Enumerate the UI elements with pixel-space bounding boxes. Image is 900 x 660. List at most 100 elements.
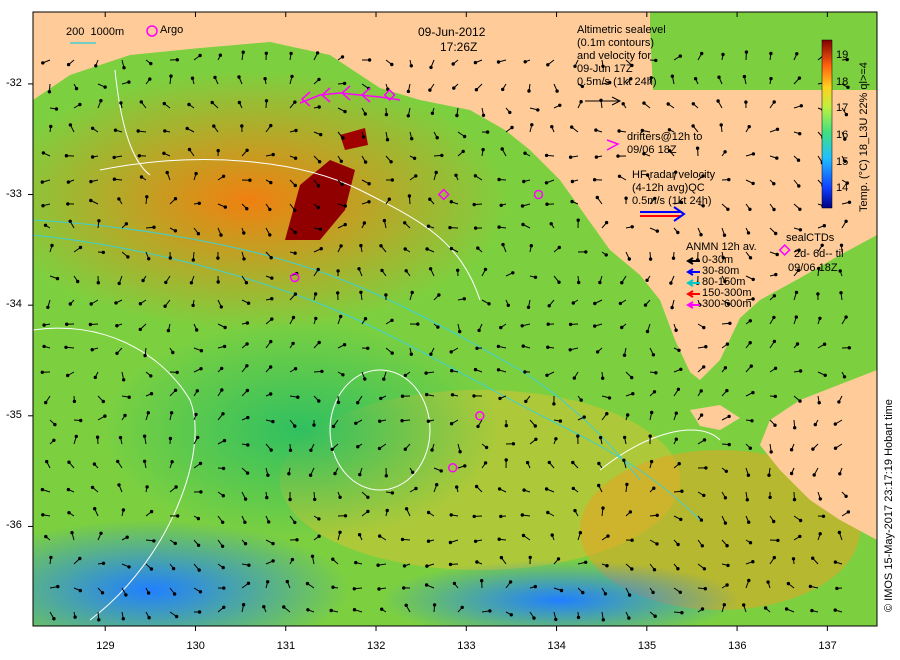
velocity-vector-head bbox=[747, 125, 751, 129]
velocity-vector-head bbox=[317, 534, 321, 538]
velocity-vector-head bbox=[607, 396, 612, 400]
velocity-vector-head bbox=[66, 487, 71, 492]
velocity-vector-head bbox=[185, 126, 189, 131]
velocity-vector-head bbox=[220, 366, 224, 371]
velocity-vector-head bbox=[387, 197, 391, 201]
velocity-vector-head bbox=[43, 223, 48, 228]
velocity-vector-head bbox=[390, 491, 395, 495]
velocity-vector-head bbox=[751, 390, 755, 395]
velocity-vector-head bbox=[121, 617, 126, 621]
velocity-vector-head bbox=[497, 225, 501, 229]
velocity-vector-head bbox=[817, 266, 821, 271]
velocity-vector-head bbox=[719, 123, 723, 127]
velocity-vector-head bbox=[630, 225, 634, 229]
velocity-vector-head bbox=[68, 219, 72, 224]
velocity-vector-head bbox=[410, 137, 414, 141]
velocity-vector-head bbox=[269, 392, 273, 396]
velocity-vector-head bbox=[237, 75, 241, 79]
velocity-vector-head bbox=[573, 508, 577, 513]
longitude-tick-label: 134 bbox=[547, 640, 566, 652]
velocity-vector-head bbox=[175, 58, 180, 62]
velocity-vector-head bbox=[795, 52, 799, 56]
velocity-vector-head bbox=[552, 402, 556, 406]
velocity-vector-head bbox=[90, 126, 95, 131]
velocity-vector-head bbox=[341, 373, 345, 377]
colorbar-title: Temp. (°C) 18_L3U 22% ql>=4 bbox=[858, 62, 870, 212]
velocity-vector-head bbox=[547, 460, 551, 465]
velocity-vector-head bbox=[198, 461, 203, 466]
velocity-vector-head bbox=[101, 250, 106, 255]
velocity-vector-head bbox=[595, 195, 599, 200]
velocity-vector-head bbox=[357, 267, 361, 271]
velocity-vector-head bbox=[546, 345, 550, 349]
velocity-vector-head bbox=[44, 400, 48, 405]
velocity-vector-head bbox=[56, 584, 60, 589]
velocity-vector-head bbox=[550, 533, 554, 537]
velocity-vector-head bbox=[620, 281, 624, 285]
velocity-vector-head bbox=[113, 128, 118, 132]
velocity-vector-head bbox=[245, 342, 249, 346]
velocity-vector-head bbox=[390, 318, 394, 322]
velocity-vector-head bbox=[799, 104, 803, 108]
velocity-vector-head bbox=[627, 257, 631, 261]
velocity-vector-head bbox=[199, 349, 204, 353]
sealctd-legend-title: sealCTDs bbox=[786, 232, 835, 244]
velocity-vector-head bbox=[525, 460, 530, 465]
velocity-vector-head bbox=[592, 178, 597, 182]
velocity-vector-head bbox=[473, 226, 478, 230]
velocity-vector-head bbox=[112, 177, 117, 181]
velocity-vector-head bbox=[455, 113, 459, 118]
velocity-vector-head bbox=[797, 248, 801, 252]
velocity-vector-head bbox=[149, 567, 154, 571]
velocity-vector-head bbox=[554, 617, 558, 622]
velocity-vector-head bbox=[796, 268, 801, 272]
velocity-vector-head bbox=[724, 469, 728, 473]
velocity-vector-head bbox=[544, 487, 549, 491]
velocity-vector-head bbox=[197, 201, 202, 206]
velocity-vector-head bbox=[358, 472, 362, 477]
velocity-vector-head bbox=[248, 178, 252, 182]
velocity-vector-head bbox=[320, 369, 324, 374]
axis-ticks bbox=[28, 12, 828, 631]
velocity-vector-head bbox=[436, 325, 440, 329]
velocity-vector-head bbox=[400, 394, 405, 398]
velocity-vector-head bbox=[772, 294, 777, 298]
velocity-vector-head bbox=[509, 613, 513, 617]
velocity-vector-head bbox=[544, 181, 549, 185]
velocity-vector-head bbox=[497, 537, 501, 541]
velocity-vector-head bbox=[726, 207, 730, 212]
velocity-vector-head bbox=[336, 400, 341, 405]
velocity-vector-head bbox=[376, 563, 380, 567]
colorbar-tick-label: 16 bbox=[836, 129, 849, 141]
velocity-vector-head bbox=[488, 609, 492, 613]
velocity-vector-head bbox=[463, 464, 467, 468]
velocity-vector-head bbox=[115, 324, 119, 328]
velocity-vector-head bbox=[721, 256, 725, 260]
velocity-vector-head bbox=[74, 434, 79, 439]
velocity-vector-head bbox=[725, 342, 730, 346]
velocity-vector-head bbox=[356, 401, 360, 405]
velocity-vector-head bbox=[844, 494, 848, 498]
velocity-vector-head bbox=[189, 281, 194, 285]
velocity-vector-head bbox=[317, 340, 321, 345]
velocity-vector-head bbox=[476, 246, 480, 250]
velocity-vector-head bbox=[498, 396, 502, 401]
velocity-vector-head bbox=[655, 513, 659, 517]
velocity-vector-head bbox=[220, 388, 224, 392]
drifter-track bbox=[299, 85, 401, 107]
velocity-vector-head bbox=[377, 587, 381, 591]
velocity-vector-head bbox=[485, 130, 490, 134]
velocity-vector-head bbox=[97, 618, 101, 622]
velocity-vector-head bbox=[483, 461, 488, 465]
colorbar-tick-label: 18 bbox=[836, 75, 849, 88]
velocity-vector-head bbox=[139, 175, 144, 179]
velocity-vector-head bbox=[460, 605, 464, 610]
velocity-vector-head bbox=[818, 532, 822, 536]
velocity-vector-head bbox=[597, 483, 601, 488]
velocity-vector-head bbox=[425, 564, 429, 568]
velocity-vector-head bbox=[263, 77, 267, 81]
velocity-vector-head bbox=[336, 269, 340, 273]
velocity-vector-head bbox=[504, 458, 508, 462]
velocity-vector-head bbox=[652, 568, 657, 572]
velocity-vector-head bbox=[65, 322, 69, 326]
